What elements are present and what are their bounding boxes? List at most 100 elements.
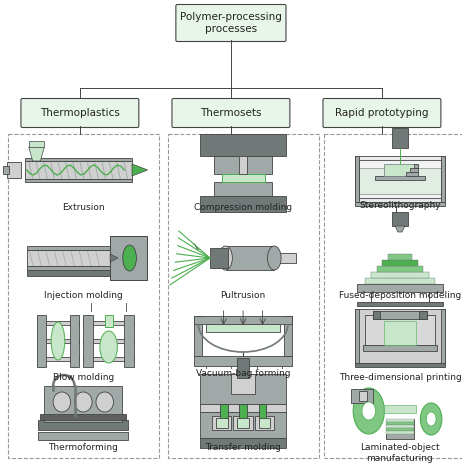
Bar (383, 260, 418, 266)
Text: Extrusion: Extrusion (62, 204, 105, 212)
Bar (222, 174, 264, 182)
Text: Fused-deposition modeling: Fused-deposition modeling (339, 292, 461, 301)
Ellipse shape (123, 245, 137, 271)
Bar (200, 196, 286, 212)
Bar (357, 302, 443, 306)
Bar (355, 202, 445, 206)
Bar (351, 389, 373, 403)
Text: Thermoplastics: Thermoplastics (40, 108, 120, 118)
Ellipse shape (420, 403, 442, 435)
Bar (371, 272, 429, 278)
Bar (200, 438, 286, 448)
Bar (386, 425, 414, 428)
Text: Thermoforming: Thermoforming (48, 444, 118, 452)
Text: Three-dimensional printing: Three-dimensional printing (338, 372, 461, 382)
Bar (325, 134, 474, 458)
Bar (200, 404, 286, 412)
Ellipse shape (74, 392, 92, 412)
Bar (36, 339, 80, 343)
FancyBboxPatch shape (21, 98, 139, 128)
Bar (8, 134, 159, 458)
Bar (237, 418, 249, 428)
Ellipse shape (267, 246, 281, 270)
Bar (386, 431, 414, 434)
Bar (239, 156, 247, 174)
Bar (359, 160, 441, 198)
Ellipse shape (100, 331, 118, 363)
Bar (36, 357, 80, 361)
Bar (105, 315, 112, 327)
Bar (83, 339, 134, 343)
Bar (38, 432, 128, 440)
Bar (83, 315, 93, 367)
Polygon shape (29, 141, 45, 147)
Polygon shape (395, 226, 405, 232)
Bar (200, 412, 286, 438)
Bar (373, 311, 381, 319)
Bar (441, 309, 445, 363)
Bar (124, 315, 134, 367)
Bar (200, 374, 286, 404)
Bar (237, 358, 249, 378)
Bar (83, 321, 134, 325)
Text: Thermosets: Thermosets (200, 108, 262, 118)
Bar (373, 311, 427, 319)
Bar (274, 253, 296, 263)
Bar (110, 236, 147, 280)
Bar (25, 161, 132, 179)
Polygon shape (132, 164, 147, 176)
Bar (168, 134, 319, 458)
Bar (355, 309, 445, 363)
Bar (386, 428, 414, 431)
Bar (210, 248, 228, 268)
Text: Rapid prototyping: Rapid prototyping (335, 108, 428, 118)
Bar (365, 278, 435, 284)
Bar (355, 309, 359, 363)
Bar (376, 266, 423, 272)
Bar (45, 386, 122, 422)
Bar (365, 315, 435, 345)
Bar (406, 172, 418, 176)
Bar (386, 422, 414, 425)
Ellipse shape (96, 392, 113, 412)
Bar (27, 250, 110, 266)
Ellipse shape (362, 402, 375, 420)
Bar (355, 363, 445, 367)
Bar (40, 414, 126, 420)
Ellipse shape (426, 412, 436, 426)
Bar (384, 164, 416, 176)
Bar (231, 374, 255, 394)
Bar (212, 416, 231, 430)
Bar (419, 311, 427, 319)
Bar (27, 270, 110, 276)
Bar (384, 321, 416, 345)
Bar (194, 316, 292, 324)
Bar (374, 176, 425, 180)
Bar (414, 164, 418, 168)
Bar (27, 266, 110, 270)
Bar (214, 156, 273, 174)
Bar (384, 405, 416, 413)
Bar (38, 420, 128, 430)
Bar (3, 166, 9, 174)
Bar (357, 284, 443, 292)
Ellipse shape (51, 322, 65, 360)
Bar (36, 321, 80, 325)
Bar (355, 156, 359, 202)
Bar (392, 128, 408, 148)
Text: Polymer-processing
processes: Polymer-processing processes (180, 12, 282, 34)
FancyBboxPatch shape (323, 98, 441, 128)
Bar (359, 168, 441, 194)
Polygon shape (110, 254, 118, 262)
Bar (25, 158, 132, 161)
Text: Laminated-object
manufacturing: Laminated-object manufacturing (360, 443, 440, 463)
Text: Stereolithography: Stereolithography (359, 200, 441, 210)
Bar (27, 246, 110, 250)
Bar (363, 345, 437, 351)
Bar (216, 418, 228, 428)
Text: Blow molding: Blow molding (53, 372, 114, 382)
Bar (194, 356, 292, 366)
Bar (259, 404, 266, 420)
Text: Injection molding: Injection molding (44, 292, 123, 301)
Bar (226, 246, 274, 270)
